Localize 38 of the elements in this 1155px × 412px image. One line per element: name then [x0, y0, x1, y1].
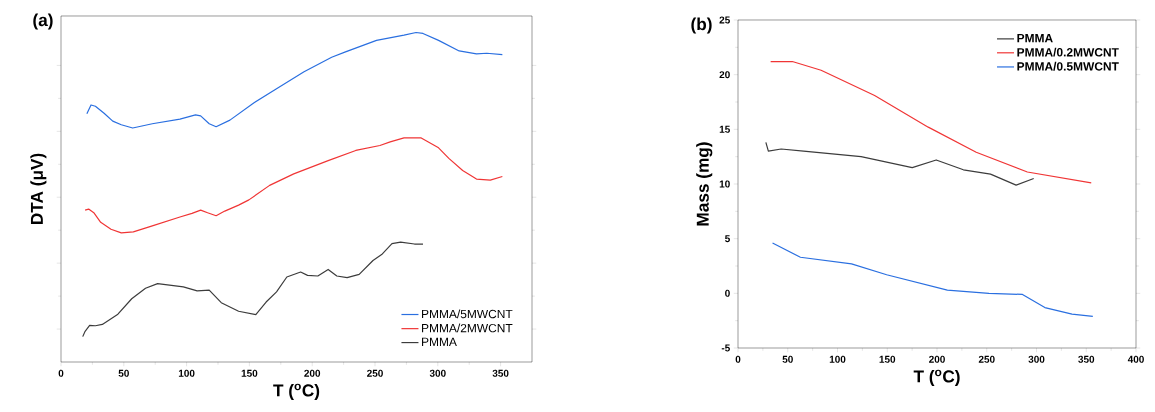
x-tick-label: 300: [429, 369, 446, 377]
x-tick-label: 100: [829, 355, 846, 363]
x-tick-label: 400: [1127, 355, 1144, 363]
x-tick-label: 250: [367, 369, 383, 377]
y-tick-label: -5: [721, 344, 730, 352]
x-tick-label: 350: [492, 369, 509, 377]
x-tick-label: 0: [735, 355, 741, 363]
line-series: [771, 242, 1094, 317]
legend-label: PMMA/2MWCNT: [422, 323, 513, 333]
x-tick-label: 350: [1078, 355, 1095, 363]
y-tick-label: 15: [719, 125, 730, 133]
y-axis-title: DTA (μV): [30, 153, 47, 225]
x-tick-label: 250: [978, 355, 995, 363]
chart-title: (a): [33, 13, 53, 30]
legend-label: PMMA/5MWCNT: [422, 309, 513, 319]
x-tick-label: 100: [178, 369, 195, 377]
legend-label: PMMA/0.5MWCNT: [1017, 61, 1119, 71]
x-tick-label: 50: [118, 369, 129, 377]
x-tick-label: 200: [304, 369, 321, 377]
x-tick-label: 50: [782, 355, 793, 363]
x-tick-label: 200: [929, 355, 945, 363]
y-tick-label: 5: [725, 235, 730, 243]
x-axis-title: T ($^{o}$C): [913, 369, 960, 386]
y-tick-label: 20: [719, 71, 730, 79]
legend-label: PMMA: [422, 337, 457, 346]
x-tick-label: 0: [58, 369, 64, 377]
y-tick-label: 10: [719, 180, 730, 188]
legend-label: PMMA/0.2MWCNT: [1017, 47, 1119, 57]
line-series: [765, 141, 1035, 186]
chart-title: (b): [691, 17, 712, 34]
x-tick-label: 150: [241, 369, 258, 377]
x-tick-label: 300: [1028, 355, 1045, 363]
y-tick-label: 25: [719, 16, 730, 24]
y-axis-title: Mass (mg): [696, 142, 713, 226]
x-tick-label: 150: [879, 355, 896, 363]
legend-label: PMMA: [1017, 34, 1053, 43]
y-tick-label: 0: [725, 289, 730, 297]
x-axis-title: T ($^{o}$C): [273, 383, 320, 400]
